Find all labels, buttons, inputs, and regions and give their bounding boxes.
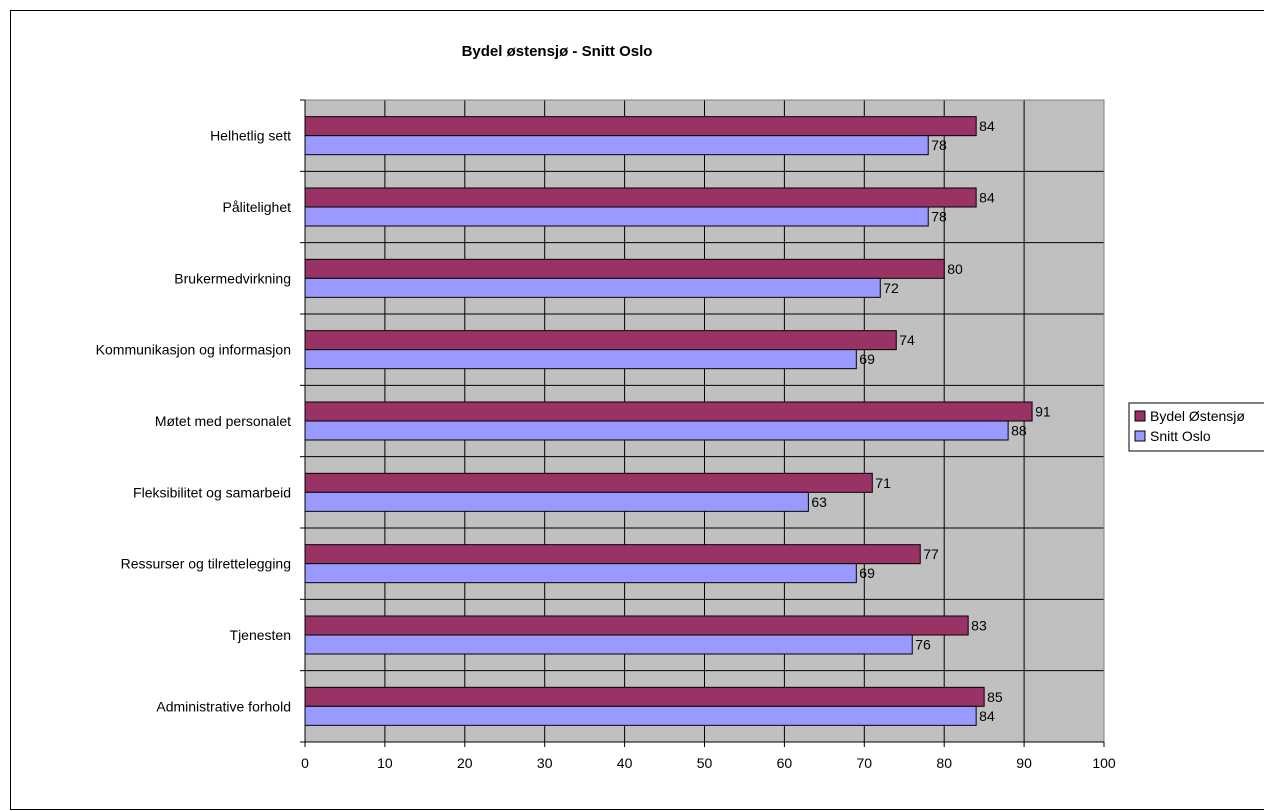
- x-tick-label: 50: [697, 755, 713, 771]
- data-label: 63: [811, 494, 827, 510]
- category-label: Brukermedvirkning: [174, 270, 291, 286]
- category-label: Ressurser og tilrettelegging: [121, 556, 291, 572]
- category-label: Administrative forhold: [156, 698, 291, 714]
- bar-snitt-oslo: [304, 135, 929, 156]
- chart-title: Bydel østensjø - Snitt Oslo: [462, 43, 653, 60]
- legend-box: [1128, 402, 1264, 452]
- x-tick-label: 40: [617, 755, 633, 771]
- x-tick-label: 0: [301, 755, 309, 771]
- category-label: Fleksibilitet og samarbeid: [133, 484, 291, 500]
- data-label: 69: [859, 565, 875, 581]
- legend: Bydel Østensjø Snitt Oslo: [1128, 402, 1264, 452]
- data-label: 76: [915, 637, 931, 653]
- bar-snitt-oslo: [304, 705, 977, 726]
- bar-snitt-oslo: [304, 634, 913, 655]
- x-tick-label: 70: [857, 755, 873, 771]
- data-label: 84: [979, 708, 995, 724]
- bar-bydel: [304, 187, 977, 208]
- plot-area: 0 10 20 30 40 50 60 70 80 90 100 Helhetlig sett 84 78…: [96, 99, 1116, 771]
- shaded-region: [1024, 100, 1104, 742]
- bar-bydel: [304, 330, 897, 351]
- legend-label: Snitt Oslo: [1150, 428, 1211, 444]
- category-label: Helhetlig sett: [210, 128, 291, 144]
- data-label: 84: [979, 190, 995, 206]
- bar-bydel: [304, 258, 945, 279]
- legend-swatch: [1134, 410, 1146, 422]
- category-label: Pålitelighet: [223, 199, 292, 215]
- chart-frame: Bydel østensjø - Snitt Oslo 0 10 20 30 40 50 6…: [10, 10, 1264, 810]
- data-label: 80: [947, 261, 963, 277]
- legend-label: Bydel Østensjø: [1150, 408, 1245, 424]
- data-label: 78: [931, 137, 947, 153]
- data-label: 88: [1011, 423, 1027, 439]
- bar-snitt-oslo: [304, 420, 1009, 441]
- legend-swatch: [1134, 430, 1146, 442]
- x-tick-label: 30: [537, 755, 553, 771]
- data-label: 85: [987, 689, 1003, 705]
- data-label: 83: [971, 618, 987, 634]
- bar-bydel: [304, 544, 921, 565]
- bar-snitt-oslo: [304, 277, 881, 298]
- x-tick-label: 60: [777, 755, 793, 771]
- data-label: 69: [859, 351, 875, 367]
- data-label: 77: [923, 546, 939, 562]
- bar-bydel: [304, 686, 985, 707]
- bar-bydel: [304, 615, 969, 636]
- bar-bydel: [304, 116, 977, 137]
- bar-bydel: [304, 472, 873, 493]
- bar-snitt-oslo: [304, 563, 857, 584]
- x-tick-label: 20: [457, 755, 473, 771]
- bar-snitt-oslo: [304, 349, 857, 370]
- data-label: 91: [1035, 404, 1051, 420]
- category-label: Tjenesten: [230, 627, 291, 643]
- bar-chart: Bydel østensjø - Snitt Oslo 0 10 20 30 40 50 6…: [96, 43, 1264, 771]
- data-label: 74: [899, 332, 915, 348]
- x-tick-label: 100: [1092, 755, 1116, 771]
- x-tick-label: 90: [1016, 755, 1032, 771]
- x-tick-label: 10: [377, 755, 393, 771]
- bar-snitt-oslo: [304, 491, 809, 512]
- x-tick-label: 80: [936, 755, 952, 771]
- category-label: Kommunikasjon og informasjon: [96, 342, 291, 358]
- data-label: 72: [883, 280, 899, 296]
- data-label: 71: [875, 475, 891, 491]
- bar-snitt-oslo: [304, 206, 929, 227]
- bar-bydel: [304, 401, 1033, 422]
- data-label: 78: [931, 209, 947, 225]
- category-label: Møtet med personalet: [155, 413, 291, 429]
- data-label: 84: [979, 118, 995, 134]
